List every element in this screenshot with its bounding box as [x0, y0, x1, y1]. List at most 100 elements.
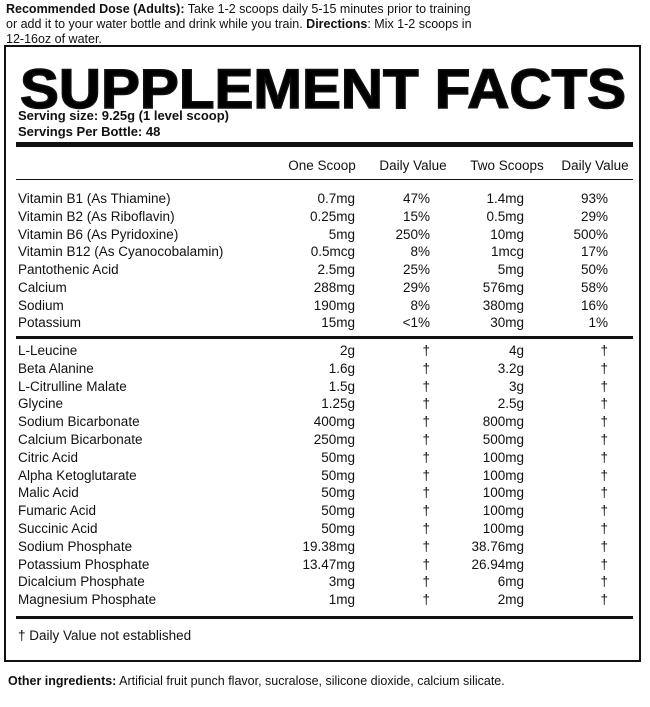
column-header: Daily Value [379, 158, 447, 173]
row-value: † [422, 343, 430, 358]
row-value: 5mg [497, 262, 524, 277]
row-value: † [422, 467, 430, 483]
row-value: 1.25g [321, 396, 355, 412]
row-value: 250mg [313, 432, 355, 447]
row-value: † [600, 378, 608, 394]
row-value: 400mg [313, 414, 355, 430]
row-value: † [422, 378, 430, 394]
row-value: 0.25mg [309, 208, 355, 224]
row-name: Malic Acid [18, 485, 79, 501]
row-value: 26.94mg [471, 556, 524, 572]
row-value: 8% [410, 297, 430, 313]
row-value: † [600, 360, 608, 376]
row-value: 1mg [328, 592, 355, 608]
row-name: Fumaric Acid [18, 503, 97, 519]
row-value: 576mg [482, 279, 524, 295]
row-value: 100mg [482, 503, 524, 519]
row-value: 500mg [482, 432, 524, 447]
row-name: Vitamin B12 (As Cyanocobalamin) [18, 244, 224, 260]
row-value: 19.38mg [302, 538, 355, 554]
row-value: 100mg [482, 449, 524, 465]
row-value: 1.6g [328, 360, 355, 376]
row-value: 0.5mcg [310, 244, 355, 260]
panel-title: SUPPLEMENT FACTS [20, 61, 626, 115]
serving-size: Serving size: 9.25g (1 level scoop) [18, 108, 229, 123]
row-value: † [422, 449, 430, 465]
intro: Recommended Dose (Adults): Take 1-2 scoo… [6, 2, 476, 47]
row-value: 50mg [321, 503, 355, 519]
row-value: † [600, 414, 608, 430]
row-value: † [600, 556, 608, 572]
servings-per-bottle: Servings Per Bottle: 48 [18, 124, 161, 139]
row-value: † [422, 414, 430, 430]
row-value: 380mg [482, 297, 524, 313]
row-value: † [600, 592, 608, 608]
row-value: 29% [580, 208, 608, 224]
row-value: 2.5mg [317, 262, 355, 277]
row-value: † [422, 538, 430, 554]
directions-label: Directions [306, 17, 368, 31]
row-value: 3g [508, 378, 524, 394]
row-value: † [422, 396, 430, 412]
row-value: 93% [580, 191, 608, 206]
row-value: 6mg [497, 574, 524, 590]
row-value: 190mg [313, 297, 355, 313]
row-name: Glycine [18, 396, 64, 412]
row-name: Sodium [18, 297, 64, 313]
dose-label: Recommended Dose (Adults): [6, 2, 185, 16]
row-value: 3.2g [497, 360, 524, 376]
row-value: 288mg [313, 279, 355, 295]
thick-rule [16, 336, 633, 339]
thick-rule [16, 616, 633, 619]
row-value: † [422, 503, 430, 519]
row-value: † [600, 396, 608, 412]
row-name: Vitamin B2 (As Riboflavin) [18, 208, 175, 224]
footnote: † Daily Value not established [18, 628, 192, 643]
row-value: 50% [580, 262, 608, 277]
row-value: 25% [402, 262, 430, 277]
row-value: † [422, 592, 430, 608]
directions-text: : Mix 1-2 scoops in 12-16oz of water. [6, 17, 472, 46]
row-name: Citric Acid [18, 449, 79, 465]
column-header: One Scoop [288, 158, 356, 173]
row-value: 2mg [497, 592, 524, 608]
row-value: 100mg [482, 521, 524, 536]
row-name: L-Citrulline Malate [18, 378, 127, 394]
row-name: Magnesium Phosphate [18, 592, 157, 608]
row-value: † [600, 467, 608, 483]
row-value: 100mg [482, 467, 524, 483]
row-value: † [422, 574, 430, 590]
row-value: 29% [402, 279, 430, 295]
row-name: Succinic Acid [18, 521, 98, 536]
row-name: Dicalcium Phosphate [18, 574, 145, 590]
row-value: 15% [402, 208, 430, 224]
row-value: † [600, 343, 608, 358]
row-value: 1.5g [328, 378, 355, 394]
row-name: Calcium Bicarbonate [18, 432, 143, 447]
row-value: † [422, 556, 430, 572]
row-value: 30mg [490, 315, 524, 331]
row-value: † [600, 449, 608, 465]
row-value: 38.76mg [471, 538, 524, 554]
thick-rule [16, 142, 633, 147]
row-value: 2.5g [497, 396, 524, 412]
row-value: 16% [580, 297, 608, 313]
row-value: † [422, 432, 430, 447]
row-name: L-Leucine [18, 343, 78, 358]
row-value: 1.4mg [486, 191, 524, 206]
row-value: 50mg [321, 521, 355, 536]
row-name: Sodium Phosphate [18, 538, 133, 554]
row-value: 1% [588, 315, 608, 331]
row-value: † [422, 360, 430, 376]
row-value: 47% [402, 191, 430, 206]
row-value: 17% [580, 244, 608, 260]
row-name: Pantothenic Acid [18, 262, 119, 277]
row-value: † [600, 432, 608, 447]
row-value: 13.47mg [302, 556, 355, 572]
row-value: 2g [339, 343, 355, 358]
row-name: Calcium [18, 279, 67, 295]
row-name: Vitamin B6 (As Pyridoxine) [18, 226, 179, 242]
title-svg: SUPPLEMENT FACTS [19, 61, 627, 115]
row-value: 4g [508, 343, 524, 358]
